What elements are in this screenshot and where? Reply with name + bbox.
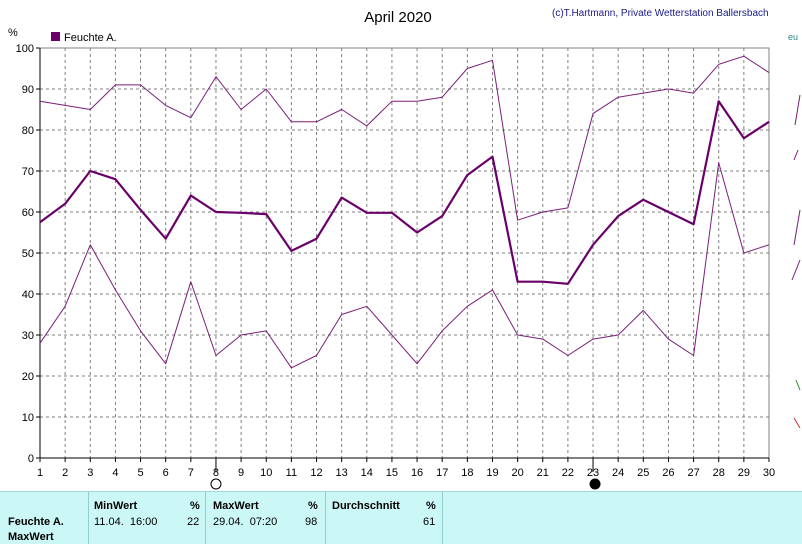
x-tick-label: 16 bbox=[411, 467, 423, 479]
y-tick-label: 20 bbox=[22, 371, 34, 383]
x-tick-label: 21 bbox=[537, 467, 549, 479]
x-tick-label: 18 bbox=[461, 467, 473, 479]
stats-max-unit: % bbox=[308, 500, 318, 512]
grid bbox=[40, 47, 770, 458]
stats-max-header: MaxWert bbox=[213, 500, 259, 512]
stats-min-header: MinWert bbox=[94, 500, 138, 512]
x-tick-label: 1 bbox=[37, 467, 43, 479]
stats-empty-cell bbox=[442, 492, 783, 544]
x-tick-label: 7 bbox=[188, 467, 194, 479]
y-tick-label: 50 bbox=[22, 248, 34, 260]
stats-min-cell: MinWert % 11.04. 16:00 22 bbox=[88, 492, 205, 544]
credit-text: (c)T.Hartmann, Private Wetterstation Bal… bbox=[552, 8, 769, 19]
x-tick-label: 11 bbox=[286, 467, 297, 479]
x-tick-label: 13 bbox=[336, 467, 348, 479]
stats-min-datetime: 11.04. 16:00 bbox=[94, 516, 158, 528]
y-tick-label: 10 bbox=[22, 412, 34, 424]
x-tick-label: 24 bbox=[612, 467, 624, 479]
stats-max-value: 98 bbox=[305, 516, 318, 528]
legend-label: Feuchte A. bbox=[64, 32, 117, 44]
y-tick-label: 70 bbox=[22, 166, 34, 178]
y-tick-label: 60 bbox=[22, 207, 34, 219]
stats-avg-unit: % bbox=[426, 500, 436, 512]
x-tick-label: 27 bbox=[687, 467, 699, 479]
y-tick-label: 80 bbox=[22, 125, 34, 137]
y-tick-label: 0 bbox=[28, 453, 34, 465]
svg-text:eu: eu bbox=[788, 32, 798, 42]
statistics-panel: Feuchte A. MaxWert MinWert % 11.04. 16:0… bbox=[0, 491, 802, 544]
stats-max-datetime: 29.04. 07:20 bbox=[213, 516, 278, 528]
x-tick-label: 17 bbox=[436, 467, 448, 479]
x-tick-label: 10 bbox=[260, 467, 272, 479]
x-tick-label: 8 bbox=[213, 467, 219, 479]
x-tick-label: 30 bbox=[763, 467, 775, 479]
x-tick-label: 2 bbox=[62, 467, 68, 479]
stats-min-unit: % bbox=[190, 500, 200, 512]
new-moon-icon bbox=[589, 478, 601, 490]
moon-markers bbox=[210, 462, 601, 490]
stats-avg-value: 61 bbox=[423, 516, 436, 528]
series-line-mean bbox=[39, 100, 770, 285]
x-tick-label: 28 bbox=[713, 467, 725, 479]
y-tick-label: 100 bbox=[16, 43, 34, 55]
x-tick-label: 4 bbox=[112, 467, 118, 479]
stats-max-cell: MaxWert % 29.04. 07:20 98 bbox=[205, 492, 325, 544]
x-tick-label: 22 bbox=[562, 467, 574, 479]
full-moon-icon bbox=[210, 478, 222, 490]
humidity-chart: April 2020 (c)T.Hartmann, Private Wetter… bbox=[8, 8, 775, 490]
y-unit-label: % bbox=[8, 27, 18, 39]
x-tick-label: 20 bbox=[511, 467, 523, 479]
adjacent-chart-edge: eu bbox=[788, 32, 801, 429]
chart-title: April 2020 bbox=[364, 9, 432, 26]
stats-row-label-2: MaxWert bbox=[8, 531, 54, 543]
x-tick-label: 19 bbox=[486, 467, 498, 479]
x-tick-label: 5 bbox=[137, 467, 143, 479]
x-tick-label: 9 bbox=[238, 467, 244, 479]
series-lines bbox=[39, 55, 770, 369]
legend-swatch bbox=[51, 32, 60, 41]
stats-avg-header: Durchschnitt bbox=[332, 500, 400, 512]
y-tick-label: 90 bbox=[22, 84, 34, 96]
y-tick-label: 40 bbox=[22, 289, 34, 301]
stats-min-value: 22 bbox=[187, 516, 200, 528]
x-tick-label: 29 bbox=[738, 467, 750, 479]
x-tick-label: 6 bbox=[163, 467, 169, 479]
x-tick-label: 12 bbox=[310, 467, 322, 479]
x-tick-label: 26 bbox=[662, 467, 674, 479]
x-tick-label: 23 bbox=[587, 467, 599, 479]
x-tick-label: 3 bbox=[87, 467, 93, 479]
stats-avg-cell: Durchschnitt % 61 bbox=[325, 492, 442, 544]
x-tick-label: 14 bbox=[361, 467, 373, 479]
series-line-min bbox=[39, 162, 770, 369]
x-tick-label: 25 bbox=[637, 467, 649, 479]
stats-row-label: Feuchte A. bbox=[8, 516, 64, 528]
x-tick-label: 15 bbox=[386, 467, 398, 479]
y-tick-label: 30 bbox=[22, 330, 34, 342]
series-line-max bbox=[39, 55, 770, 221]
